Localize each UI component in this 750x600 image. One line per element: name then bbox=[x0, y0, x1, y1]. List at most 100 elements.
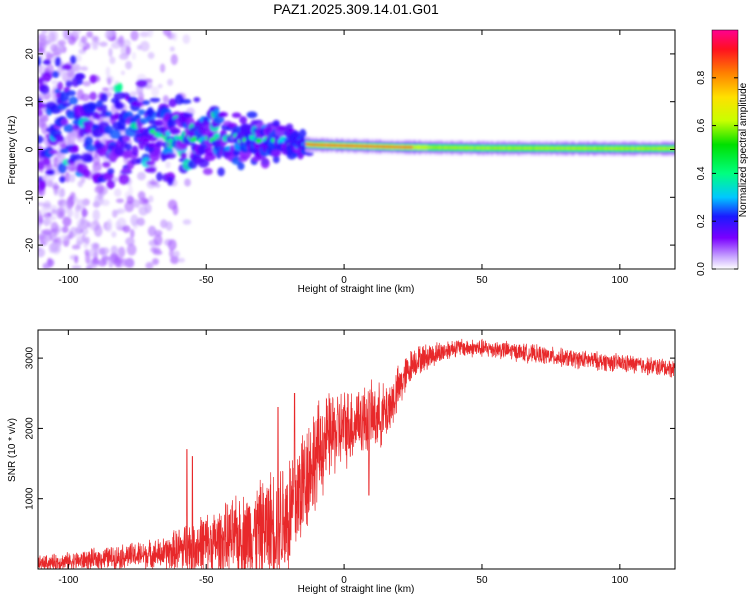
heatmap-speckle bbox=[125, 45, 131, 56]
heatmap-speckle bbox=[99, 41, 108, 47]
heatmap-band-cell bbox=[427, 146, 430, 149]
heatmap-band-cell bbox=[384, 145, 387, 148]
heatmap-cell bbox=[38, 102, 46, 109]
heatmap-speckle bbox=[177, 257, 186, 263]
heatmap-band-cell bbox=[353, 144, 356, 147]
heatmap-band-cell bbox=[497, 147, 500, 150]
heatmap-speckle bbox=[125, 237, 135, 246]
figure-title: PAZ1.2025.309.14.01.G01 bbox=[273, 1, 439, 17]
heatmap-speckle bbox=[116, 257, 124, 264]
heatmap-band-cell bbox=[422, 146, 425, 149]
heatmap-band-cell bbox=[318, 143, 321, 146]
heatmap-speckle bbox=[136, 171, 146, 181]
heatmap-speckle bbox=[170, 53, 178, 66]
heatmap-cell bbox=[94, 112, 101, 121]
heatmap-cell bbox=[156, 172, 163, 182]
heatmap-band-cell bbox=[479, 147, 482, 149]
heatmap-cell bbox=[137, 109, 146, 116]
snr-y-tick-label: 2000 bbox=[25, 417, 36, 440]
heatmap-speckle bbox=[71, 244, 81, 250]
heatmap-cell bbox=[149, 150, 161, 162]
heatmap-cell bbox=[59, 175, 66, 183]
heatmap-band-cell bbox=[360, 145, 363, 148]
heatmap-cell bbox=[89, 74, 97, 84]
heatmap-band-cell bbox=[373, 145, 376, 148]
heatmap-speckle bbox=[130, 214, 139, 227]
heatmap-band-cell bbox=[482, 147, 485, 150]
heatmap-band-cell bbox=[361, 145, 364, 148]
heatmap-cell bbox=[38, 77, 44, 85]
heatmap-cell bbox=[82, 120, 95, 128]
heatmap-band-cell bbox=[456, 146, 458, 149]
heatmap-band-cell bbox=[331, 144, 334, 147]
heatmap-speckle bbox=[157, 83, 163, 89]
heatmap-speckle bbox=[92, 257, 100, 265]
heatmap-band-cell bbox=[591, 147, 594, 150]
heatmap-speckle bbox=[43, 203, 51, 208]
heatmap-band-cell bbox=[322, 144, 324, 146]
heatmap-cell bbox=[299, 128, 307, 140]
heatmap-cell bbox=[48, 149, 59, 155]
heatmap-speckle bbox=[165, 161, 171, 169]
heatmap-band-cell bbox=[406, 146, 409, 149]
heatmap-speckle bbox=[51, 79, 59, 85]
heatmap-band-cell bbox=[444, 146, 447, 149]
heatmap-speckle bbox=[48, 215, 57, 221]
heatmap-cell bbox=[118, 174, 130, 185]
heatmap-speckle bbox=[74, 255, 79, 264]
heatmap-band-cell bbox=[606, 147, 609, 150]
heatmap-speckle bbox=[77, 223, 82, 236]
heatmap-speckle bbox=[170, 256, 180, 264]
heatmap-speckle bbox=[151, 86, 160, 97]
heatmap-band-cell bbox=[413, 146, 415, 149]
heatmap-cell bbox=[41, 71, 52, 83]
heatmap-cell bbox=[51, 70, 60, 79]
heatmap-band-cell bbox=[317, 143, 319, 146]
heatmap-cell bbox=[66, 90, 76, 97]
heatmap-ridge-cell bbox=[213, 133, 220, 139]
heatmap-speckle bbox=[94, 185, 105, 194]
heatmap-speckle bbox=[90, 41, 101, 46]
heatmap-cell bbox=[72, 144, 79, 152]
heatmap-band-cell bbox=[442, 146, 445, 149]
heatmap-speckle bbox=[41, 122, 49, 135]
heatmap-cell bbox=[131, 101, 144, 107]
heatmap-band-cell bbox=[305, 143, 308, 146]
spectrogram-y-tick-label: 20 bbox=[25, 48, 36, 60]
heatmap-speckle bbox=[104, 30, 114, 40]
heatmap-cell bbox=[42, 59, 51, 66]
heatmap-band-cell bbox=[537, 147, 540, 150]
heatmap-speckle bbox=[62, 30, 69, 40]
heatmap-cell bbox=[102, 161, 111, 168]
heatmap-band-cell bbox=[426, 146, 429, 149]
heatmap-band-cell bbox=[540, 147, 543, 150]
heatmap-speckle bbox=[109, 56, 116, 65]
heatmap-band-cell bbox=[631, 147, 634, 150]
heatmap-band-cell bbox=[578, 147, 581, 150]
heatmap-band-cell bbox=[571, 147, 574, 150]
heatmap-band-cell bbox=[657, 147, 660, 150]
heatmap-cell bbox=[164, 152, 177, 159]
heatmap-band-cell bbox=[308, 143, 311, 146]
colorbar-label: Normalized spectral amplitude bbox=[738, 82, 749, 217]
snr-x-tick-label: 100 bbox=[612, 575, 629, 586]
heatmap-band-cell bbox=[346, 144, 349, 147]
heatmap-band-cell bbox=[573, 147, 576, 150]
heatmap-speckle bbox=[56, 207, 66, 219]
heatmap-band-cell bbox=[555, 147, 558, 150]
heatmap-band-cell bbox=[527, 147, 530, 150]
heatmap-band-cell bbox=[474, 147, 477, 149]
heatmap-cell bbox=[61, 63, 72, 71]
heatmap-band-cell bbox=[393, 145, 396, 148]
heatmap-band-cell bbox=[335, 144, 338, 147]
snr-y-axis: 1000 2000 3000 bbox=[25, 347, 675, 510]
heatmap-cell bbox=[124, 143, 133, 151]
heatmap-band-cell bbox=[343, 144, 346, 147]
heatmap-band-cell bbox=[333, 144, 336, 147]
heatmap-cell bbox=[61, 102, 72, 108]
heatmap-cell bbox=[96, 99, 104, 109]
heatmap-speckle bbox=[86, 31, 94, 38]
heatmap-band-cell bbox=[538, 147, 541, 150]
spectrogram-y-tick-label: -20 bbox=[25, 237, 36, 252]
heatmap-band-cell bbox=[634, 147, 637, 150]
